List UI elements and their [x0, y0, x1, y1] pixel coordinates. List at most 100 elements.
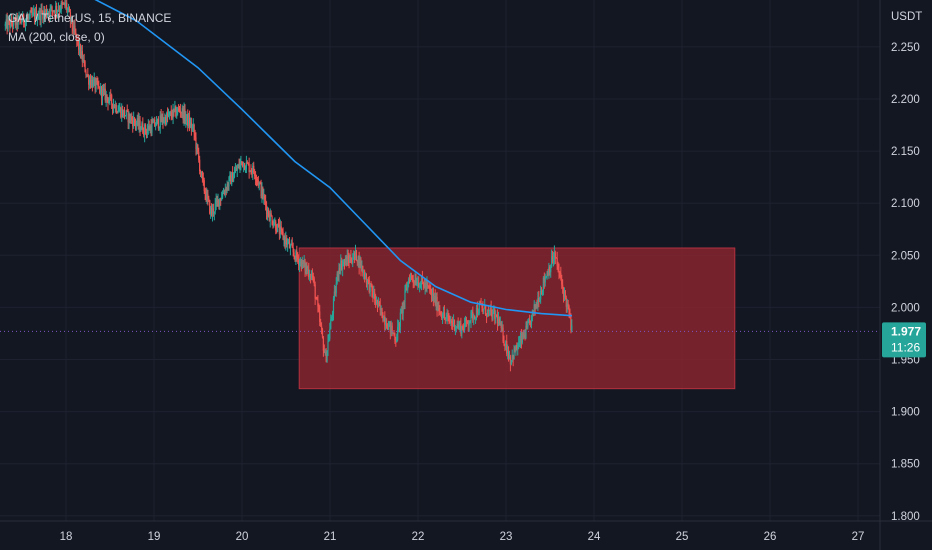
candle-body	[568, 306, 570, 315]
candle-body	[28, 15, 30, 18]
candle-body	[98, 85, 100, 87]
candle-body	[435, 296, 437, 306]
candle-body	[467, 322, 469, 326]
candle-body	[408, 279, 411, 282]
candle-body	[538, 298, 540, 302]
candle-body	[59, 10, 61, 12]
candle-body	[298, 259, 300, 266]
candle-body	[194, 133, 196, 138]
candle-body	[274, 221, 276, 225]
candle-body	[39, 10, 41, 21]
candle-body	[78, 41, 80, 50]
candle-body	[405, 288, 407, 291]
candle-body	[199, 171, 202, 174]
candle-body	[469, 320, 471, 324]
candle-body	[563, 291, 566, 298]
candle-body	[70, 16, 72, 22]
candle-body	[11, 19, 13, 24]
candle-body	[475, 307, 478, 318]
candle-body	[488, 309, 490, 311]
candle-body	[189, 122, 192, 127]
candle-body	[54, 10, 56, 14]
candle-body	[46, 13, 49, 16]
candle-body	[473, 315, 475, 320]
candle-body	[103, 88, 105, 91]
candle-body	[445, 317, 447, 319]
candle-body	[524, 335, 526, 339]
candle-body	[455, 326, 457, 328]
candle-body	[349, 256, 351, 263]
candle-body	[436, 296, 438, 311]
candle-body	[493, 309, 495, 311]
candle-body	[238, 164, 240, 169]
candle-body	[280, 226, 282, 229]
candle-body	[338, 268, 340, 276]
candle-body	[554, 252, 556, 258]
candle-body	[23, 14, 25, 23]
candle-body	[146, 129, 148, 134]
candle-body	[352, 259, 354, 264]
candle-body	[190, 122, 192, 129]
candle-body	[161, 116, 163, 122]
candle-body	[333, 291, 335, 298]
candle-body	[31, 11, 33, 15]
candle-body	[71, 16, 73, 28]
candle-body	[391, 325, 393, 333]
candle-body	[202, 177, 204, 181]
candle-body	[487, 309, 489, 311]
candle-body	[541, 290, 544, 293]
candle-body	[195, 137, 197, 149]
candle-body	[12, 23, 14, 27]
candle-body	[21, 21, 23, 23]
candle-body	[522, 332, 524, 337]
y-tick-label: 2.050	[891, 250, 920, 262]
candle-body	[12, 18, 15, 27]
candle-body	[7, 20, 9, 30]
candle-body	[470, 312, 472, 321]
candle-body	[164, 116, 166, 122]
moving-average-line[interactable]	[4, 0, 573, 317]
candle-body	[62, 3, 64, 5]
candle-body	[36, 18, 38, 21]
candle-body	[303, 261, 305, 264]
candle-body	[275, 221, 277, 231]
candle-body	[69, 11, 71, 22]
symbol-title[interactable]: GAL / TetherUS, 15, BINANCE	[8, 11, 172, 25]
candle-body	[307, 269, 309, 271]
candle-body	[9, 20, 11, 28]
candle-body	[474, 317, 477, 319]
candle-body	[6, 19, 8, 30]
candle-body	[213, 211, 215, 214]
candle-body	[40, 9, 42, 21]
candle-body	[458, 325, 460, 328]
candle-body	[363, 271, 365, 273]
candle-body	[549, 267, 551, 273]
candle-body	[199, 159, 201, 172]
candle-body	[252, 165, 254, 174]
candle-body	[111, 95, 113, 104]
candle-body	[232, 177, 235, 182]
candle-body	[399, 312, 401, 327]
candle-body	[205, 193, 207, 201]
indicator-label[interactable]: MA (200, close, 0)	[8, 30, 105, 44]
candle-body	[226, 184, 228, 191]
candle-body	[485, 305, 487, 316]
candle-body	[257, 180, 259, 186]
candle-body	[537, 298, 539, 305]
candle-body	[177, 108, 179, 114]
candle-body	[450, 320, 452, 322]
candle-body	[43, 10, 45, 20]
candle-body	[207, 193, 209, 199]
candle-body	[204, 191, 206, 194]
candle-body	[214, 203, 216, 212]
candle-body	[316, 299, 318, 301]
candle-body	[35, 10, 38, 21]
candle-body	[81, 51, 83, 62]
candle-body	[145, 131, 148, 134]
candle-body	[498, 318, 500, 326]
candle-body	[434, 295, 436, 306]
price-unit-label[interactable]: USDT	[891, 11, 922, 23]
range-zone-box[interactable]	[298, 247, 736, 390]
candle-body	[364, 277, 367, 279]
